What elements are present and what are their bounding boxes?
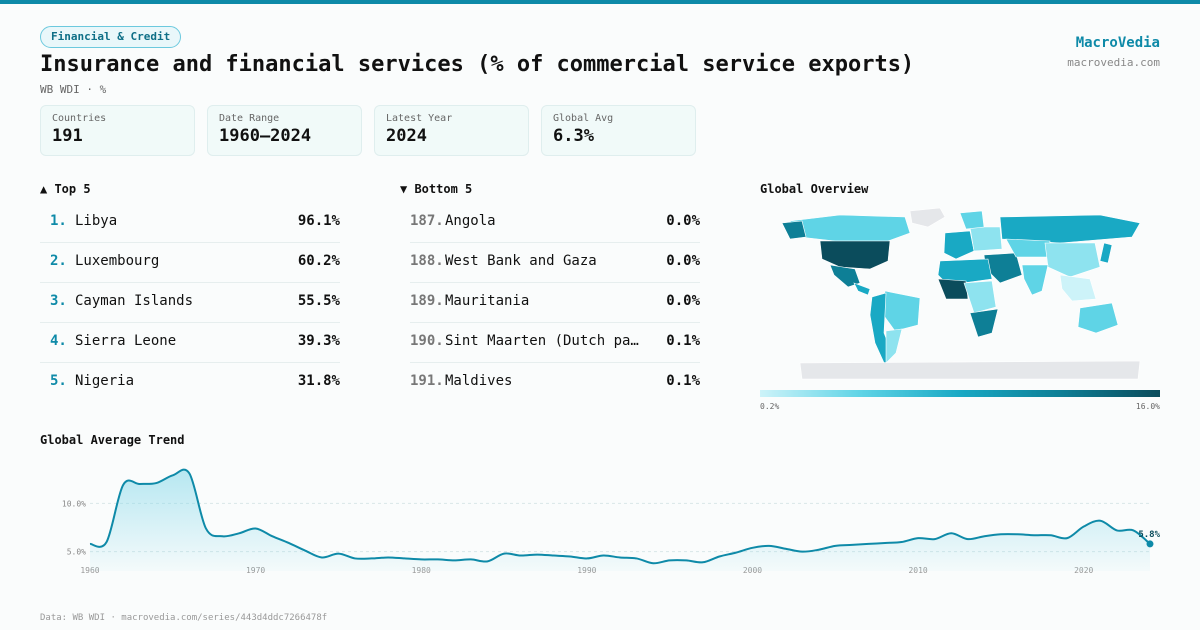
map-region-china (1044, 242, 1101, 278)
map-region-russia (999, 214, 1141, 244)
list-item[interactable]: 2. Luxembourg 60.2% (40, 243, 340, 283)
list-item[interactable]: 190. Sint Maarten (Dutch pa… 0.1% (410, 323, 700, 363)
map-region-north-africa (937, 258, 993, 286)
map-region-alaska (781, 220, 807, 240)
map-region-europe-west (943, 230, 975, 260)
stat-card-latest-year: Latest Year 2024 (374, 105, 529, 156)
map-region-canada (789, 214, 911, 242)
stat-label: Global Avg (553, 113, 614, 124)
country-value: 0.0% (666, 293, 700, 309)
top-accent-bar (0, 0, 1200, 4)
world-map[interactable] (760, 203, 1160, 383)
trend-line (89, 468, 1151, 565)
top5-list: 1. Libya 96.1% 2. Luxembourg 60.2% 3. Ca… (40, 203, 340, 403)
country-name: Luxembourg (75, 253, 160, 269)
country-name: Sierra Leone (75, 333, 177, 349)
rank-number: 189. (410, 293, 444, 309)
stat-value: 6.3% (553, 126, 594, 146)
footer-source: Data: WB WDI · macrovedia.com/series/443… (40, 613, 328, 623)
country-name: Maldives (445, 373, 513, 389)
map-region-central-africa (963, 280, 997, 314)
country-value: 31.8% (297, 373, 340, 389)
y-tick-label: 5.0% (67, 548, 86, 557)
list-item[interactable]: 1. Libya 96.1% (40, 203, 340, 243)
map-region-argentina (885, 328, 903, 364)
stat-value: 1960–2024 (219, 126, 312, 146)
country-value: 0.0% (666, 253, 700, 269)
country-value: 55.5% (297, 293, 340, 309)
map-color-legend (760, 390, 1160, 397)
category-chip[interactable]: Financial & Credit (40, 26, 182, 48)
stat-label: Countries (52, 113, 107, 124)
stat-card-date-range: Date Range 1960–2024 (207, 105, 362, 156)
brand-name[interactable]: MacroVedia (1075, 35, 1160, 51)
map-region-southern-africa (969, 308, 999, 338)
list-item[interactable]: 4. Sierra Leone 39.3% (40, 323, 340, 363)
map-region-mexico (829, 264, 861, 288)
country-name: Libya (75, 213, 118, 229)
list-item[interactable]: 188. West Bank and Gaza 0.0% (410, 243, 700, 283)
stat-label: Date Range (219, 113, 280, 124)
last-point-marker (1146, 540, 1154, 548)
country-value: 0.1% (666, 373, 700, 389)
country-value: 0.1% (666, 333, 700, 349)
map-region-greenland (909, 207, 946, 228)
list-item[interactable]: 191. Maldives 0.1% (410, 363, 700, 403)
map-region-antarctica (799, 360, 1141, 380)
rank-number: 187. (410, 213, 444, 229)
stat-value: 191 (52, 126, 83, 146)
country-value: 0.0% (666, 213, 700, 229)
bottom5-heading: ▼ Bottom 5 (400, 182, 473, 196)
country-name: Angola (445, 213, 496, 229)
country-name: Sint Maarten (Dutch pa… (445, 333, 639, 349)
stat-card-global-avg: Global Avg 6.3% (541, 105, 696, 156)
country-value: 96.1% (297, 213, 340, 229)
rank-number: 190. (410, 333, 444, 349)
country-name: Cayman Islands (75, 293, 194, 309)
last-value-label: 5.8% (1138, 530, 1160, 540)
stat-label: Latest Year (386, 113, 453, 124)
map-region-europe-east (969, 226, 1003, 252)
rank-number: 1. (50, 213, 67, 229)
rank-number: 3. (50, 293, 67, 309)
brand-url[interactable]: macrovedia.com (1067, 56, 1160, 69)
stat-card-countries: Countries 191 (40, 105, 195, 156)
bottom5-list: 187. Angola 0.0% 188. West Bank and Gaza… (410, 203, 700, 403)
rank-number: 4. (50, 333, 67, 349)
trend-chart[interactable]: 5.0%10.0%19601970198019902000201020205.8… (0, 455, 1200, 585)
map-region-australia (1077, 302, 1119, 334)
map-region-central-america (853, 282, 871, 296)
legend-max-label: 16.0% (1135, 402, 1160, 411)
list-item[interactable]: 189. Mauritania 0.0% (410, 283, 700, 323)
map-region-india (1021, 264, 1049, 296)
trend-area (90, 469, 1150, 571)
rank-number: 2. (50, 253, 67, 269)
stat-value: 2024 (386, 126, 427, 146)
rank-number: 188. (410, 253, 444, 269)
page-title: Insurance and financial services (% of c… (40, 52, 915, 77)
map-region-scandinavia (959, 210, 985, 230)
country-name: Nigeria (75, 373, 135, 389)
map-region-west-africa (937, 278, 969, 300)
list-item[interactable]: 187. Angola 0.0% (410, 203, 700, 243)
country-name: West Bank and Gaza (445, 253, 597, 269)
rank-number: 191. (410, 373, 444, 389)
map-region-usa (819, 240, 891, 270)
country-value: 60.2% (297, 253, 340, 269)
map-region-brazil (881, 290, 921, 332)
legend-min-label: 0.2% (760, 402, 780, 411)
list-item[interactable]: 5. Nigeria 31.8% (40, 363, 340, 403)
source-subtitle: WB WDI · % (40, 83, 107, 96)
rank-number: 5. (50, 373, 67, 389)
map-region-se-asia (1059, 274, 1097, 302)
y-tick-label: 10.0% (62, 499, 86, 508)
top5-heading: ▲ Top 5 (40, 182, 91, 196)
country-value: 39.3% (297, 333, 340, 349)
country-name: Mauritania (445, 293, 530, 309)
map-heading: Global Overview (760, 182, 869, 196)
trend-heading: Global Average Trend (40, 433, 185, 447)
list-item[interactable]: 3. Cayman Islands 55.5% (40, 283, 340, 323)
map-region-japan (1099, 242, 1113, 264)
